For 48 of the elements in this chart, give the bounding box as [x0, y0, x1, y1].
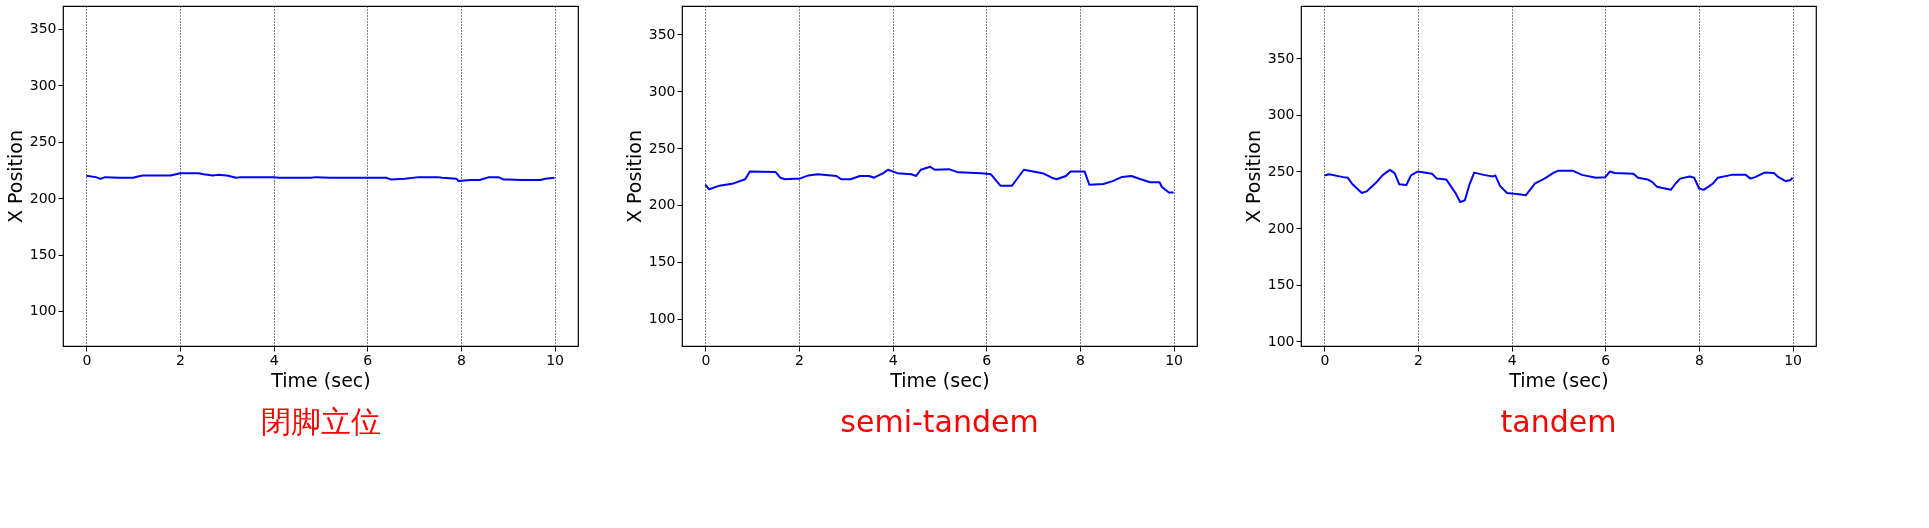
line-series [1323, 168, 1794, 204]
y-tick-label: 250 [1267, 162, 1295, 179]
x-tick-label: 10 [1165, 351, 1184, 368]
y-axis-title: X Position [622, 129, 645, 224]
line-series [85, 172, 556, 183]
x-tick-label: 10 [1784, 351, 1803, 368]
text: 閉脚立位 [260, 404, 381, 439]
y-tick-label: 100 [648, 310, 676, 327]
x-tick-label: 2 [795, 351, 805, 368]
y-tick-label: 100 [29, 302, 57, 319]
x-tick-label: 0 [1320, 351, 1330, 368]
y-tick-label: 200 [29, 189, 57, 206]
x-axis-title: Time (sec) [1508, 368, 1609, 391]
y-tick-label: 200 [648, 196, 676, 213]
text: tandem [1500, 404, 1617, 439]
x-axis-title: Time (sec) [889, 368, 990, 391]
y-tick-label: 300 [648, 82, 676, 99]
y-tick-label: 200 [1267, 219, 1295, 236]
x-tick-label: 0 [701, 351, 711, 368]
x-tick-label: 6 [363, 351, 373, 368]
x-tick-label: 6 [1601, 351, 1611, 368]
line-series [704, 165, 1175, 194]
x-tick-label: 4 [1507, 351, 1517, 368]
x-tick-label: 4 [888, 351, 898, 368]
x-tick-label: 8 [456, 351, 466, 368]
y-axis-title: X Position [3, 129, 26, 224]
x-tick-label: 10 [546, 351, 565, 368]
text: semi-tandem [840, 404, 1039, 439]
y-tick-label: 250 [29, 133, 57, 150]
x-tick-label: 8 [1075, 351, 1085, 368]
y-tick-label: 300 [1267, 106, 1295, 123]
y-tick-label: 150 [1267, 276, 1295, 293]
x-axis-title: Time (sec) [270, 368, 371, 391]
y-tick-label: 350 [29, 20, 57, 37]
y-tick-label: 150 [648, 253, 676, 270]
y-axis-title: X Position [1241, 129, 1264, 224]
y-tick-label: 300 [29, 76, 57, 93]
x-tick-label: 2 [1414, 351, 1424, 368]
x-tick-label: 2 [176, 351, 186, 368]
y-tick-label: 350 [648, 25, 676, 42]
y-tick-label: 150 [29, 246, 57, 263]
x-tick-label: 4 [269, 351, 279, 368]
y-tick-label: 100 [1267, 332, 1295, 349]
x-tick-label: 6 [982, 351, 992, 368]
x-tick-label: 8 [1694, 351, 1704, 368]
y-tick-label: 350 [1267, 49, 1295, 66]
x-tick-label: 0 [82, 351, 92, 368]
y-tick-label: 250 [648, 139, 676, 156]
